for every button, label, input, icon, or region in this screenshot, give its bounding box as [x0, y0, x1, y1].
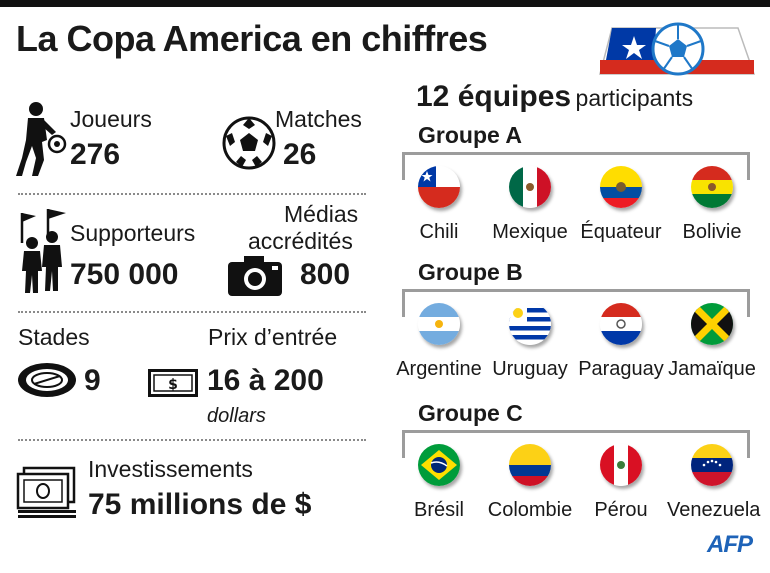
camera-icon	[228, 256, 282, 296]
team-bolivia: Bolivie	[682, 221, 742, 243]
money-stack-icon	[16, 466, 78, 520]
media-value: 800	[300, 258, 351, 291]
bolivia-flag	[691, 166, 733, 208]
divider	[18, 311, 366, 313]
page-title: La Copa America en chiffres	[16, 18, 488, 59]
team-colombia: Colombie	[487, 499, 573, 521]
fans-with-flags-icon	[14, 207, 68, 293]
venezuela-flag	[691, 444, 733, 486]
team-peru: Pérou	[594, 499, 648, 521]
argentina-flag	[418, 303, 460, 345]
entry-price-unit: dollars	[207, 405, 266, 427]
team-uruguay: Uruguay	[492, 358, 568, 380]
group-a-bracket	[402, 152, 750, 180]
team-argentina: Argentine	[396, 358, 482, 380]
team-mexico: Mexique	[492, 221, 568, 243]
jamaica-flag	[691, 303, 733, 345]
team-paraguay: Paraguay	[578, 358, 664, 380]
entry-price-value: 16 à 200	[207, 364, 324, 397]
stadium-icon	[16, 360, 78, 400]
investment-value: 75 millions de $	[88, 488, 312, 521]
soccer-ball-icon	[222, 116, 276, 170]
entry-price-label: Prix d’entrée	[208, 324, 338, 350]
chile-flag-ball-icon	[598, 20, 756, 84]
matches-value: 26	[283, 138, 317, 171]
investment-label: Investissements	[88, 456, 253, 482]
media-label-line1: Médias	[284, 201, 359, 227]
supporters-label: Supporteurs	[70, 220, 196, 246]
mexico-flag	[509, 166, 551, 208]
group-b-bracket	[402, 289, 750, 317]
ecuador-flag	[600, 166, 642, 208]
players-label: Joueurs	[70, 106, 152, 132]
svg-text:$: $	[168, 377, 178, 393]
colombia-flag	[509, 444, 551, 486]
stadiums-value: 9	[84, 364, 101, 397]
team-brazil: Brésil	[413, 499, 464, 521]
media-label-line2: accrédités	[248, 228, 353, 254]
top-bar	[0, 0, 770, 7]
group-c-bracket	[402, 430, 750, 458]
team-venezuela: Venezuela	[667, 499, 761, 521]
group-c-title: Groupe C	[418, 400, 523, 426]
player-kicking-ball-icon	[16, 100, 68, 176]
team-jamaica: Jamaïque	[668, 358, 756, 380]
team-chile: Chili	[419, 221, 459, 243]
teams-count: 12 équipes	[416, 80, 572, 113]
group-b-title: Groupe B	[418, 259, 523, 285]
teams-header: 12 équipes participants	[416, 80, 693, 114]
uruguay-flag	[509, 303, 551, 345]
chile-flag	[418, 166, 460, 208]
divider	[18, 439, 366, 441]
teams-count-suffix: participants	[575, 85, 694, 111]
brazil-flag	[418, 444, 460, 486]
afp-logo: AFP	[707, 531, 753, 558]
players-value: 276	[70, 138, 121, 171]
peru-flag	[600, 444, 642, 486]
stadiums-label: Stades	[18, 324, 90, 350]
group-a-title: Groupe A	[418, 122, 522, 148]
matches-label: Matches	[275, 106, 362, 132]
divider	[18, 193, 366, 195]
paraguay-flag	[600, 303, 642, 345]
banknote-icon: $	[148, 369, 198, 397]
supporters-value: 750 000	[70, 258, 179, 291]
team-ecuador: Équateur	[580, 221, 662, 243]
